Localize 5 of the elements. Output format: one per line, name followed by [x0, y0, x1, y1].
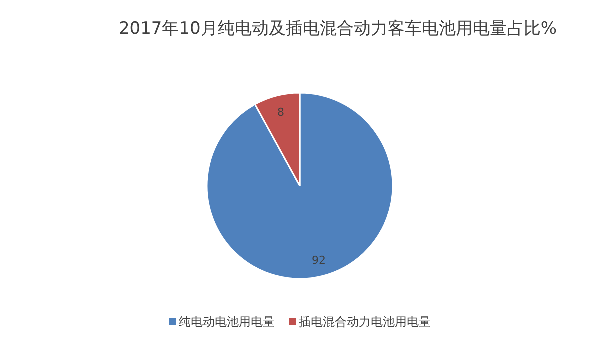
legend-label: 插电混合动力电池用电量	[299, 315, 431, 329]
data-label: 8	[278, 106, 285, 120]
data-label: 92	[312, 254, 326, 267]
chart-title: 2017年10月纯电动及插电混合动力客车电池用电量占比%	[118, 18, 558, 40]
legend-label: 纯电动电池用电量	[179, 315, 275, 329]
